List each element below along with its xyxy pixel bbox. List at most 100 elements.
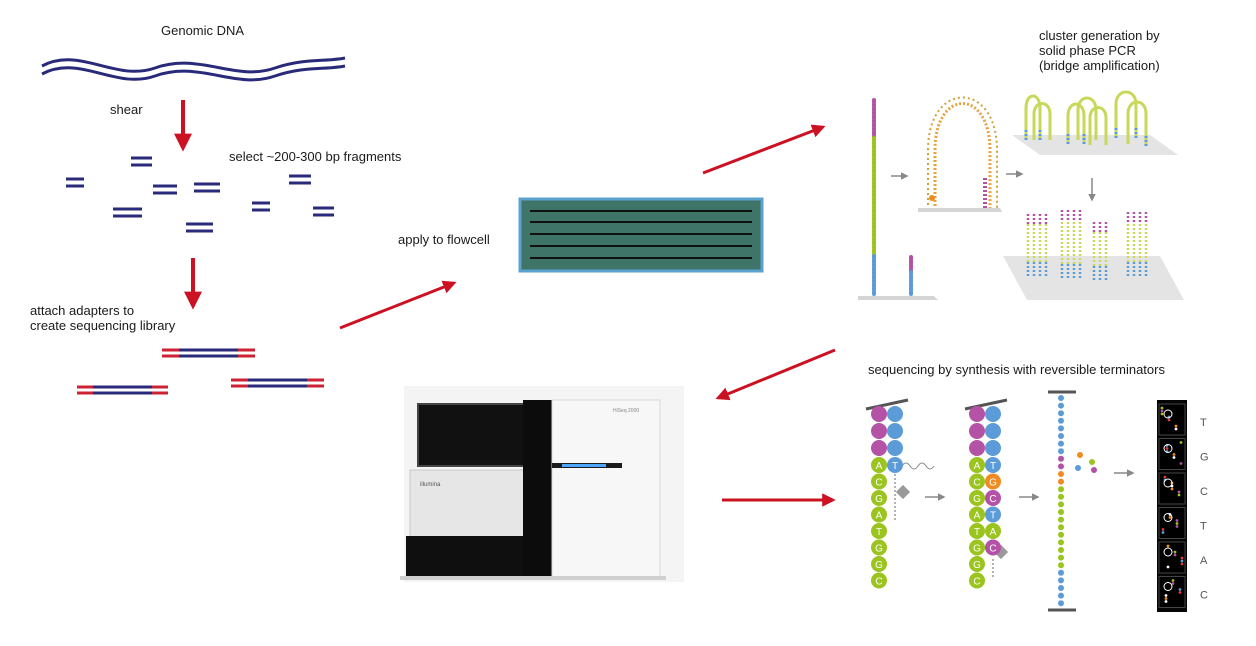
strand2-template-nucleotide-letter: A (974, 461, 981, 472)
strand-bead (1058, 600, 1064, 607)
base-call-label: T (1200, 417, 1207, 429)
cluster-signal-dot (1180, 556, 1184, 560)
strand2-template-nucleotide: C (969, 473, 985, 490)
highlighted-cluster-ring (1163, 547, 1173, 557)
strand-bead (1058, 569, 1064, 576)
cluster-generation-panel (858, 90, 1184, 300)
strand-bead (1058, 554, 1064, 561)
strand1-nucleotide-letter: G (875, 560, 883, 571)
strand2-template-nucleotide-letter: C (973, 478, 980, 489)
strand1-nucleotide: G (871, 539, 887, 556)
shear-label: shear (110, 102, 143, 117)
cluster-signal-dot (1178, 588, 1182, 591)
base-call-label: C (1200, 590, 1208, 602)
strand-bead (1058, 585, 1064, 591)
strand2-synth-nucleotide-letter: A (990, 527, 997, 538)
strand1-nucleotide: C (871, 572, 887, 589)
cluster-generation-line-1: cluster generation by (1039, 28, 1160, 43)
strand-bead (1058, 539, 1064, 546)
strand2-synth-nucleotide-letter: G (989, 478, 997, 489)
cluster-generation-line-3: (bridge amplification) (1039, 58, 1160, 73)
genomic-dna-strand (41, 56, 346, 82)
attach-adapters-line-1: attach adapters to (30, 303, 135, 318)
strand-bead (1058, 463, 1064, 470)
cluster-signal-dot (1174, 424, 1178, 428)
strand2-synth-nucleotide-letter: C (989, 494, 996, 505)
base-call-label: T (1200, 521, 1207, 533)
cluster-signal-dot (1168, 516, 1172, 519)
strand2-template-nucleotide-letter: G (973, 544, 981, 555)
cluster-signal-dot (1171, 582, 1175, 585)
cluster-signal-dot (1175, 519, 1179, 522)
strand-bead (1058, 509, 1064, 515)
strand2-template-nucleotide-letter: A (974, 511, 981, 522)
strand-bead (1058, 425, 1064, 432)
strand2-template-nucleotide: G (969, 556, 985, 572)
library-fragments (77, 348, 324, 395)
flowcell-arrow (339, 280, 457, 330)
strand2-template-nucleotide-letter: G (973, 494, 981, 505)
strand2-template-nucleotide: G (969, 539, 985, 556)
strand1-nucleotide: C (871, 473, 887, 490)
cluster-signal-dot (1160, 412, 1164, 416)
cluster-signal-dot (1164, 597, 1168, 600)
base-call-label: C (1200, 486, 1208, 498)
incoming-nucleotide: T (887, 457, 903, 473)
strand-bead (1058, 531, 1064, 538)
strand1-nucleotide-letter: G (875, 544, 883, 555)
strand1-nucleotide-letter: G (875, 494, 883, 505)
cluster-signal-dot (1178, 591, 1182, 594)
strand2-template-nucleotide-letter: G (973, 560, 981, 571)
highlighted-cluster-ring (1163, 513, 1173, 522)
template-strand (872, 98, 913, 298)
strand-bead (1058, 493, 1064, 500)
imaging-tile (1158, 507, 1186, 539)
cluster-signal-dot (1166, 544, 1170, 548)
strand1-nucleotide-letter: C (875, 577, 882, 588)
cluster-signal-dot (1164, 600, 1168, 603)
cluster-signal-dot (1164, 594, 1168, 597)
cluster-signal-dot (1179, 462, 1183, 465)
instrument-brand: illumina (420, 482, 441, 488)
strand2-synth-nucleotide: T (985, 457, 1001, 473)
strand2-template-nucleotide: C (969, 572, 985, 589)
attach-adapters-label: attach adapters to create sequencing lib… (30, 303, 175, 333)
cluster-arrow (702, 124, 826, 175)
sbs-label: sequencing by synthesis with reversible … (868, 362, 1165, 377)
cluster-signal-dot (1175, 525, 1179, 528)
cluster-signal-dot (1173, 553, 1177, 557)
strand2-template-nucleotide-letter: T (974, 527, 980, 538)
strand-bead (1058, 524, 1064, 531)
cluster-signal-dot (1167, 418, 1171, 422)
select-fragments-label: select ~200-300 bp fragments (229, 149, 402, 164)
strand-bead (1058, 577, 1064, 584)
strand-bead (1058, 395, 1064, 401)
cluster-signal-dot (1179, 441, 1183, 444)
cluster-generation-label: cluster generation by solid phase PCR (b… (1039, 28, 1160, 73)
cluster-signal-dot (1160, 406, 1164, 410)
strand1-nucleotide: A (871, 457, 887, 473)
cluster-generation-line-2: solid phase PCR (1039, 43, 1136, 58)
return-arrow (715, 348, 836, 401)
highlighted-cluster-ring (1163, 582, 1173, 591)
sbs-panel (865, 390, 1187, 612)
cluster-signal-dot (1177, 490, 1181, 494)
imaging-tile (1158, 403, 1186, 436)
imaging-tile (1158, 541, 1186, 574)
cluster-signal-dot (1173, 550, 1177, 554)
flowcell (518, 197, 764, 273)
strand2-template-nucleotide: T (969, 523, 985, 539)
strand2-template-nucleotide: A (969, 457, 985, 473)
strand-bead (1058, 478, 1064, 485)
cluster-signal-dot (1165, 447, 1169, 450)
genomic-dna-label: Genomic DNA (161, 23, 245, 38)
strand-bead (1058, 592, 1064, 599)
imaging-tiles (1158, 403, 1186, 608)
base-call-label: A (1200, 555, 1208, 567)
strand2-synth-nucleotide-letter: C (989, 544, 996, 555)
strand-bead (1058, 417, 1064, 424)
strand1-nucleotide: G (871, 490, 887, 506)
instrument-badge: HiSeq 2000 (613, 408, 639, 414)
